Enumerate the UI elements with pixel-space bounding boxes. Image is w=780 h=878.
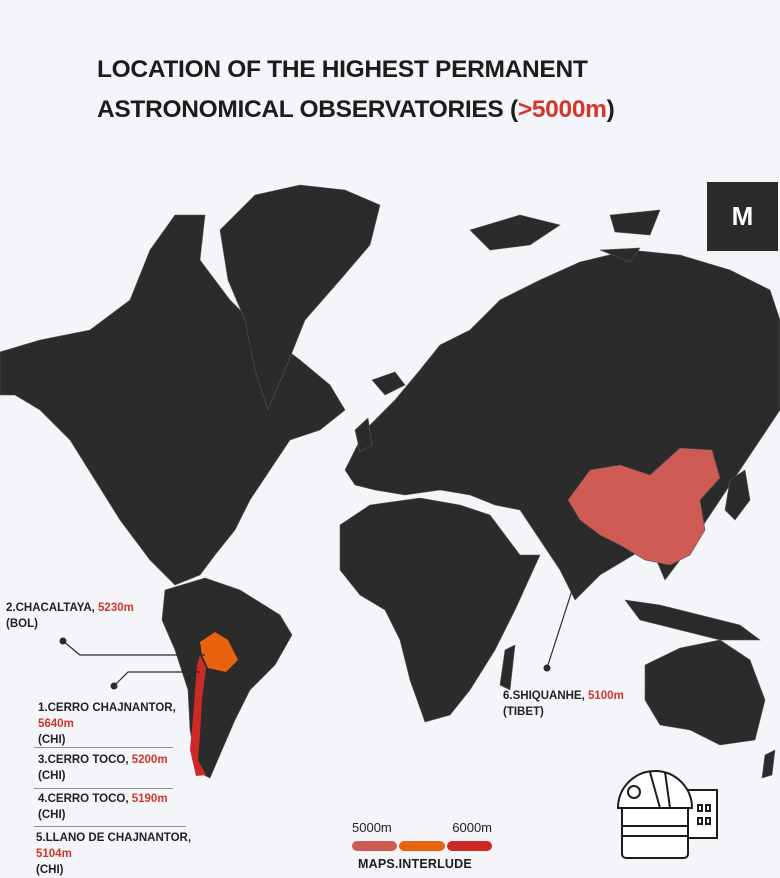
observatory-height: 5200m <box>131 754 168 766</box>
observatory-country: (BOL) <box>6 618 38 630</box>
callout-shiquanhe <box>546 571 579 669</box>
label-cerro-toco-2: 4.CERRO TOCO, 5190m (CHI) <box>38 791 168 823</box>
legend: 5000m 6000m MAPS.INTERLUDE <box>352 820 492 871</box>
china <box>567 447 721 566</box>
observatory-height: 5100m <box>588 690 624 702</box>
iceland <box>371 371 406 396</box>
observatory-height: 5104m <box>36 848 72 860</box>
callout-dot <box>543 664 551 672</box>
title-text: ) <box>606 96 615 123</box>
callout-lines <box>62 571 579 687</box>
divider <box>34 826 186 827</box>
label-cerro-chajnantor: 1.CERRO CHAJNANTOR, 5640m (CHI) <box>38 700 176 748</box>
callout-dot <box>110 682 118 690</box>
observatory-country: (CHI) <box>38 770 66 782</box>
legend-swatch <box>352 841 398 851</box>
legend-swatch <box>446 841 492 851</box>
observatory-country: (CHI) <box>38 734 66 746</box>
observatory-country: (CHI) <box>38 809 66 821</box>
observatory-name: 3.CERRO TOCO, <box>38 754 129 766</box>
title-line-1: LOCATION OF THE HIGHEST PERMANENT <box>97 56 588 83</box>
label-llano-de-chajnantor: 5.LLANO DE CHAJNANTOR, 5104m (CHI) <box>36 830 191 878</box>
divider <box>34 747 173 748</box>
legend-min-label: 5000m <box>352 820 392 835</box>
australia <box>644 639 766 746</box>
observatory-name: 1.CERRO CHAJNANTOR, <box>38 702 176 714</box>
label-shiquanhe: 6.SHIQUANHE, 5100m (TIBET) <box>503 688 624 720</box>
label-chacaltaya: 2.CHACALTAYA, 5230m (BOL) <box>6 600 134 632</box>
observatory-height: 5640m <box>38 718 74 730</box>
indonesia <box>624 599 761 641</box>
map-title: LOCATION OF THE HIGHEST PERMANENT ASTRON… <box>97 50 615 130</box>
observatory-name: 6.SHIQUANHE, <box>503 690 585 702</box>
brand-name: MAPS.INTERLUDE <box>358 857 472 871</box>
arctic-islands <box>469 209 661 263</box>
observatory-height: 5190m <box>131 793 168 805</box>
title-highlight: >5000m <box>517 96 607 123</box>
legend-swatch <box>399 841 445 851</box>
south-america <box>161 577 293 779</box>
observatory-name: 5.LLANO DE CHAJNANTOR, <box>36 832 192 844</box>
callout-dot <box>59 637 67 645</box>
observatory-country: (TIBET) <box>503 706 544 718</box>
callout-chile <box>113 671 200 687</box>
legend-color-bar <box>352 841 492 851</box>
divider <box>34 788 173 789</box>
brand-logo: M <box>707 182 778 251</box>
title-line-2: ASTRONOMICAL OBSERVATORIES (>5000m) <box>97 90 615 130</box>
legend-max-label: 6000m <box>452 820 492 835</box>
observatory-name: 4.CERRO TOCO, <box>38 793 129 805</box>
observatory-icon <box>616 770 718 859</box>
new-zealand <box>761 749 776 779</box>
japan <box>724 469 751 521</box>
africa <box>339 497 541 723</box>
greenland <box>219 184 381 411</box>
bolivia <box>200 632 238 672</box>
observatory-country: (CHI) <box>36 864 64 876</box>
madagascar <box>499 644 516 691</box>
observatory-height: 5230m <box>98 602 134 614</box>
north-america <box>0 214 346 586</box>
title-text: ASTRONOMICAL OBSERVATORIES ( <box>97 96 518 123</box>
observatory-name: 2.CHACALTAYA, <box>6 602 95 614</box>
callout-chacaltaya <box>62 640 205 656</box>
label-cerro-toco-1: 3.CERRO TOCO, 5200m (CHI) <box>38 752 168 784</box>
uk <box>354 417 373 453</box>
chile <box>190 655 206 776</box>
